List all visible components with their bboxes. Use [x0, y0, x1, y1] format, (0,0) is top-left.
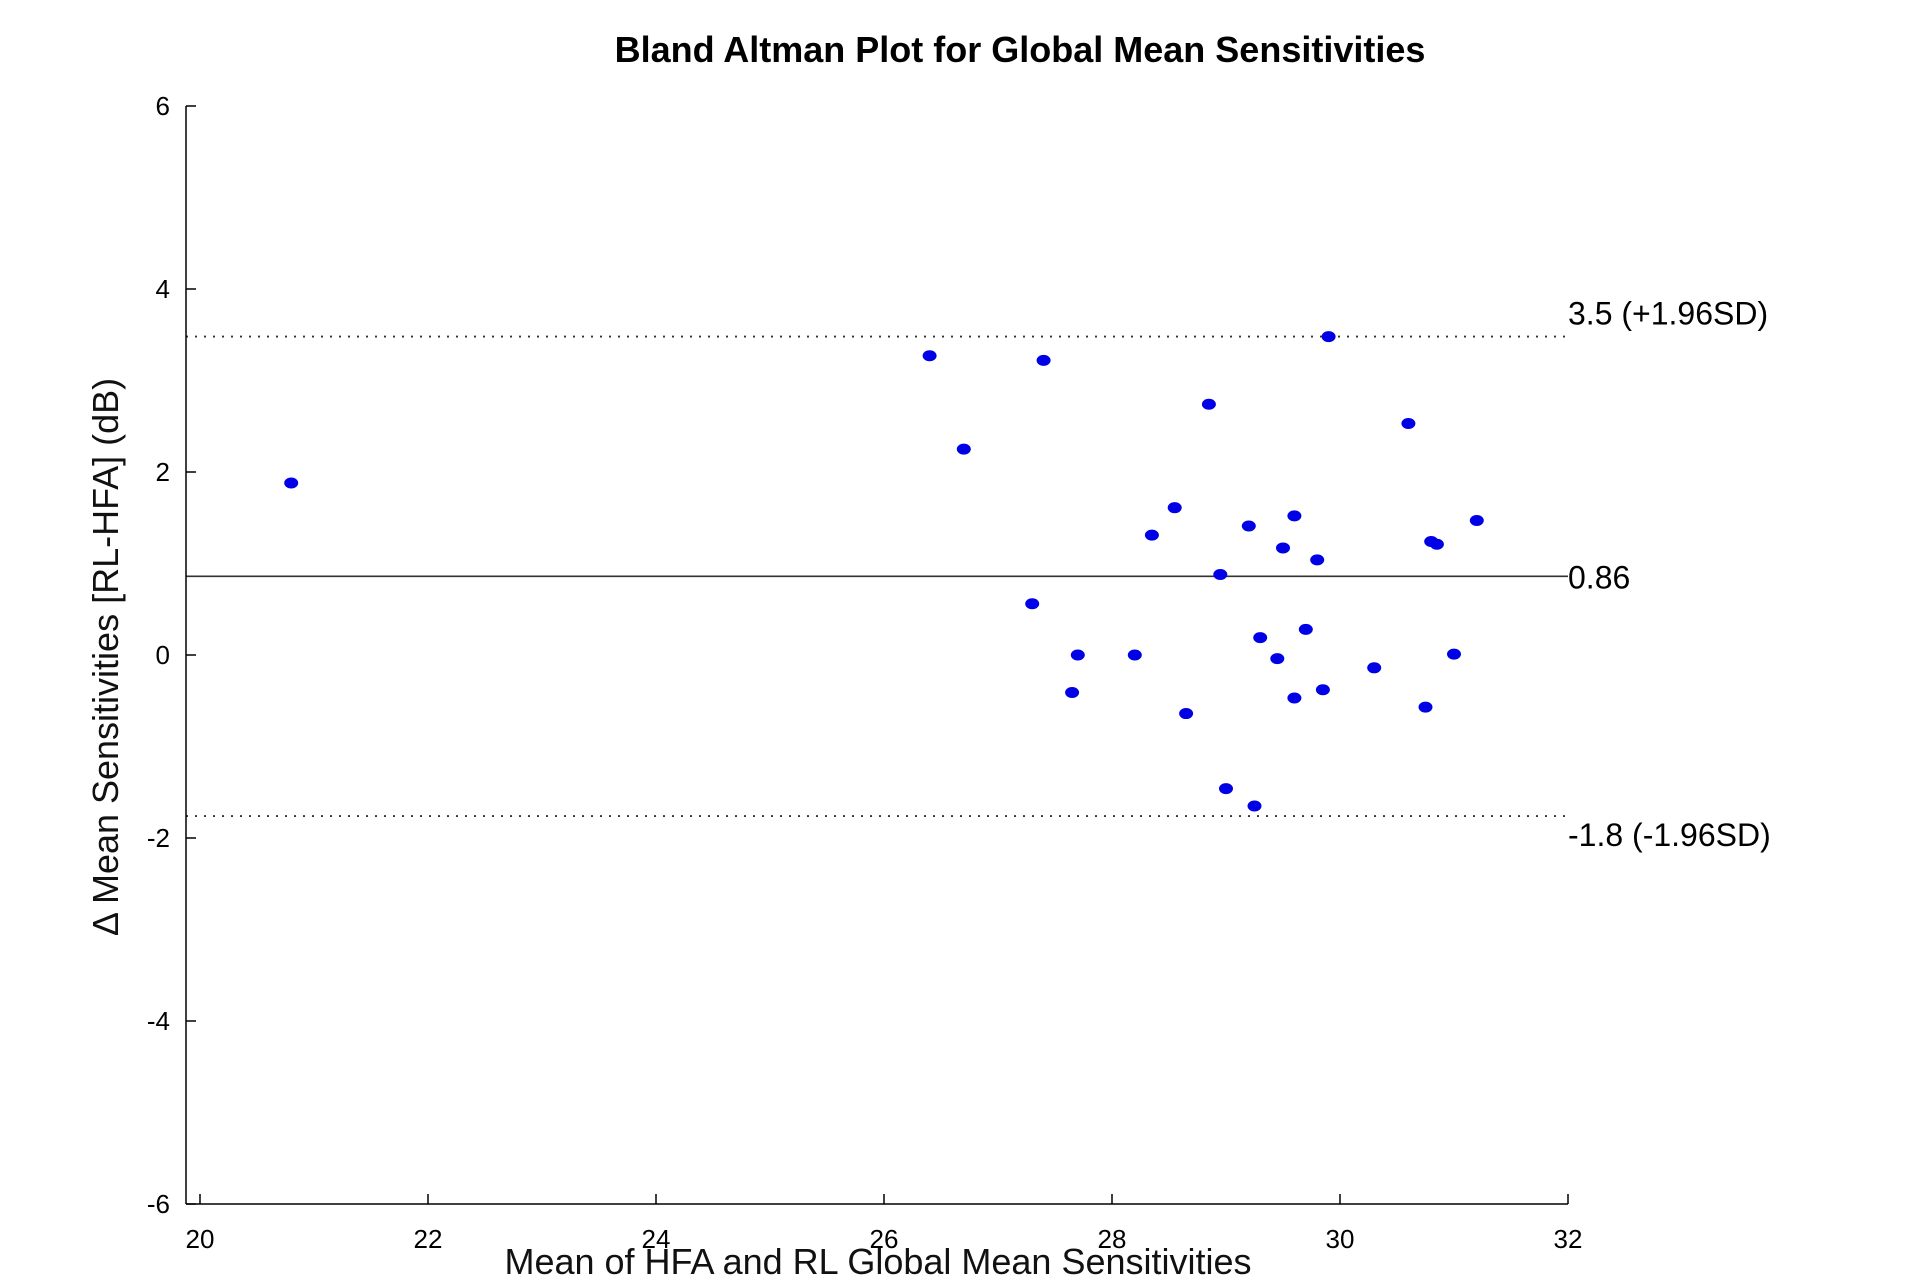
- data-point: [1276, 542, 1290, 554]
- data-point: [1241, 520, 1256, 532]
- y-tick-label: 0: [156, 640, 170, 670]
- y-tick-label: 2: [156, 457, 170, 487]
- data-point: [1065, 687, 1080, 699]
- data-point: [1025, 598, 1040, 610]
- x-axis-label: Mean of HFA and RL Global Mean Sensitivi…: [504, 1241, 1251, 1282]
- x-tick-label: 32: [1554, 1224, 1583, 1254]
- x-tick-label: 30: [1326, 1224, 1355, 1254]
- data-points: [284, 331, 1484, 812]
- x-tick-label: 22: [414, 1224, 443, 1254]
- chart-title: Bland Altman Plot for Global Mean Sensit…: [615, 29, 1426, 70]
- data-point: [1213, 568, 1228, 580]
- data-point: [1287, 510, 1302, 522]
- x-axis: 20 22 24 26 28 30 32: [186, 1194, 1583, 1254]
- data-point: [1070, 649, 1085, 661]
- data-point: [1167, 502, 1182, 514]
- data-point: [1469, 514, 1484, 526]
- data-point: [956, 443, 971, 455]
- x-tick-label: 26: [870, 1224, 899, 1254]
- x-tick-label: 20: [186, 1224, 215, 1254]
- data-point: [1298, 623, 1313, 635]
- data-point: [1315, 684, 1330, 696]
- data-point: [1287, 692, 1302, 704]
- y-axis-label: Δ Mean Sensitivities [RL-HFA] (dB): [85, 378, 126, 936]
- data-point: [1036, 354, 1051, 366]
- reference-line-label: 0.86: [1568, 559, 1630, 595]
- data-point: [1429, 538, 1444, 550]
- data-point: [922, 350, 937, 362]
- reference-lines: 3.5 (+1.96SD) 0.86 -1.8 (-1.96SD): [186, 296, 1771, 853]
- y-tick-label: -4: [147, 1006, 170, 1036]
- reference-line-label: 3.5 (+1.96SD): [1568, 296, 1768, 332]
- data-point: [1321, 331, 1336, 343]
- data-point: [1418, 701, 1433, 713]
- x-tick-label: 24: [642, 1224, 671, 1254]
- x-tick-label: 28: [1098, 1224, 1127, 1254]
- data-point: [1179, 708, 1194, 720]
- y-axis: 6 4 2 0 -2 -4 -6: [147, 91, 196, 1219]
- data-point: [1253, 632, 1268, 644]
- y-tick-label: -2: [147, 823, 170, 853]
- data-point: [1367, 662, 1382, 674]
- data-point: [1247, 800, 1262, 812]
- data-point: [1401, 418, 1416, 430]
- data-point: [1144, 529, 1159, 541]
- data-point: [1219, 783, 1233, 795]
- data-point: [1201, 398, 1216, 410]
- y-tick-label: -6: [147, 1189, 170, 1219]
- data-point: [1270, 653, 1285, 665]
- y-tick-label: 4: [156, 274, 170, 304]
- data-point: [1310, 554, 1325, 566]
- data-point: [284, 477, 299, 489]
- data-point: [1127, 649, 1142, 661]
- y-tick-label: 6: [156, 91, 170, 121]
- reference-line-label: -1.8 (-1.96SD): [1568, 817, 1771, 853]
- data-point: [1447, 648, 1461, 660]
